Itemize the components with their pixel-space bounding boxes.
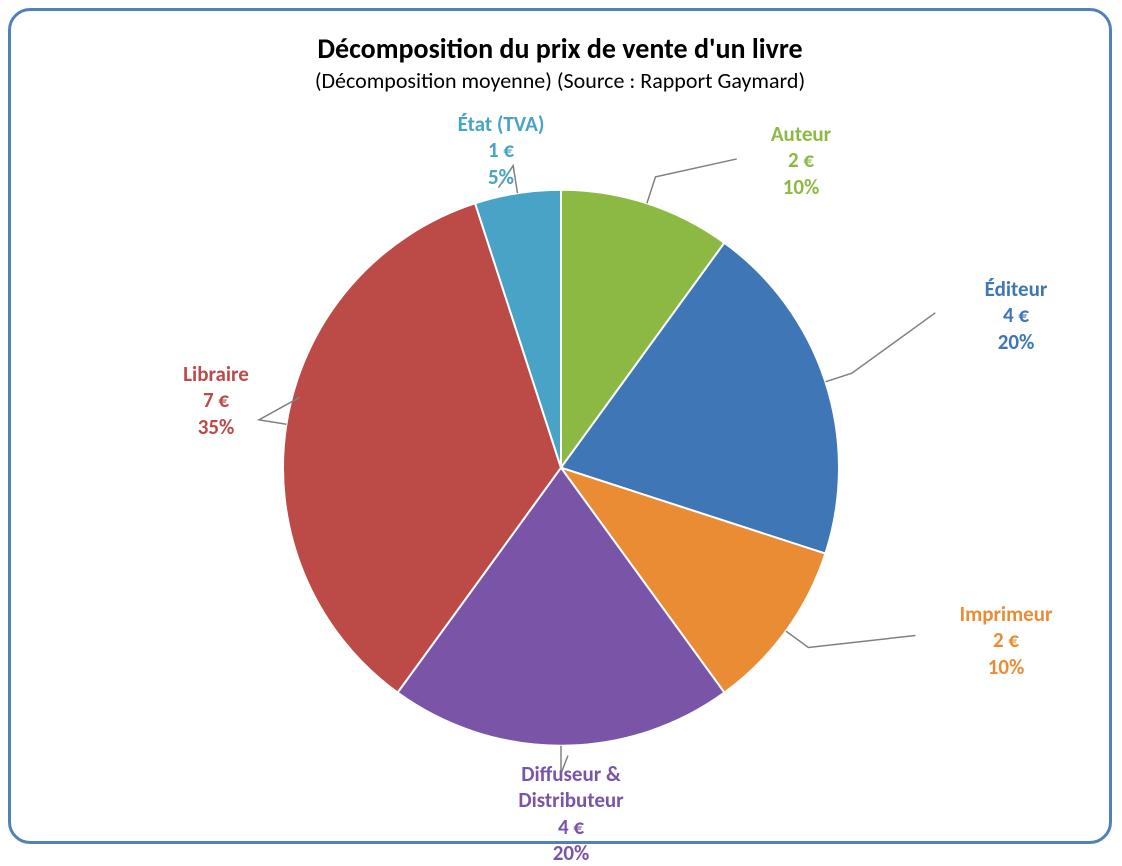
slice-euros: 4 € xyxy=(441,814,701,840)
slice-pct: 10% xyxy=(741,174,861,200)
slice-pct: 5% xyxy=(401,164,601,190)
slice-pct: 35% xyxy=(131,414,301,440)
slice-label: Éditeur4 €20% xyxy=(941,276,1091,355)
slice-pct: 20% xyxy=(941,329,1091,355)
slice-pct: 10% xyxy=(921,654,1091,680)
slice-euros: 4 € xyxy=(941,302,1091,328)
slice-euros: 7 € xyxy=(131,387,301,413)
chart-frame: Décomposition du prix de vente d'un livr… xyxy=(8,8,1112,844)
leader-line xyxy=(786,631,916,647)
slice-name: Éditeur xyxy=(941,276,1091,302)
slice-euros: 2 € xyxy=(921,627,1091,653)
slice-label: Auteur2 €10% xyxy=(741,121,861,200)
slice-name: Imprimeur xyxy=(921,601,1091,627)
slice-name-line2: Distributeur xyxy=(441,787,701,813)
leader-line xyxy=(647,159,737,203)
slice-euros: 1 € xyxy=(401,137,601,163)
slice-name: Auteur xyxy=(741,121,861,147)
slice-label: Libraire7 €35% xyxy=(131,361,301,440)
slice-label: Diffuseur &Distributeur4 €20% xyxy=(441,761,701,866)
slice-name-line1: Diffuseur & xyxy=(441,761,701,787)
slice-name: Libraire xyxy=(131,361,301,387)
slice-pct: 20% xyxy=(441,840,701,866)
leader-line xyxy=(825,313,935,382)
slice-name: État (TVA) xyxy=(401,111,601,137)
slice-euros: 2 € xyxy=(741,147,861,173)
slice-label: Imprimeur2 €10% xyxy=(921,601,1091,680)
slice-label: État (TVA)1 €5% xyxy=(401,111,601,190)
